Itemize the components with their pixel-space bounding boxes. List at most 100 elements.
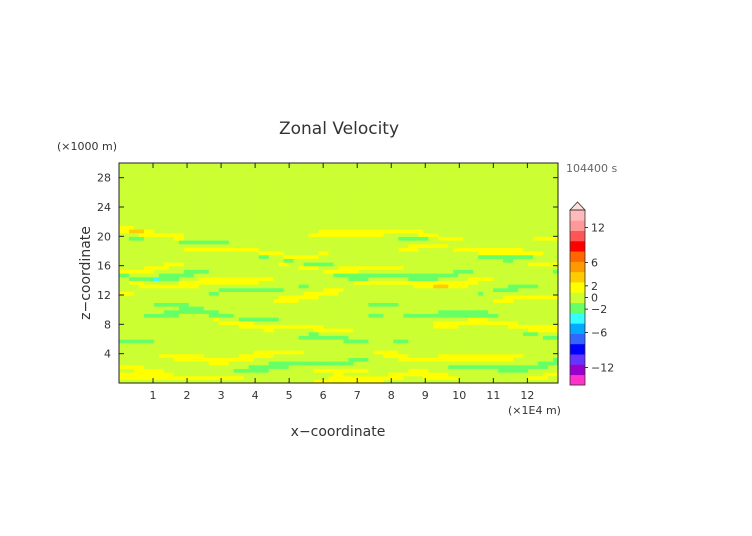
heatmap-cell bbox=[538, 320, 544, 325]
heatmap-cell bbox=[263, 346, 270, 351]
heatmap-cell bbox=[248, 353, 255, 358]
heatmap-cell bbox=[518, 324, 524, 329]
heatmap-cell bbox=[438, 302, 444, 307]
heatmap-cell bbox=[198, 243, 205, 248]
heatmap-cell bbox=[233, 313, 240, 318]
heatmap-cell bbox=[398, 379, 404, 384]
heatmap-cell bbox=[438, 276, 444, 281]
heatmap-cell bbox=[408, 240, 414, 245]
heatmap-cell bbox=[458, 306, 464, 311]
heatmap-cell bbox=[298, 251, 305, 256]
heatmap-cell bbox=[468, 357, 474, 362]
heatmap-cell bbox=[423, 291, 429, 296]
heatmap-cell bbox=[328, 346, 335, 351]
heatmap-cell bbox=[313, 350, 320, 355]
heatmap-cell bbox=[498, 218, 504, 223]
heatmap-cell bbox=[293, 306, 300, 311]
heatmap-cell bbox=[153, 379, 160, 384]
heatmap-cell bbox=[258, 302, 265, 307]
heatmap-cell bbox=[488, 339, 494, 344]
heatmap-cell bbox=[233, 324, 240, 329]
heatmap-cell bbox=[288, 276, 295, 281]
heatmap-cell bbox=[288, 273, 295, 278]
heatmap-cell bbox=[528, 276, 534, 281]
heatmap-cell bbox=[223, 324, 230, 329]
heatmap-cell bbox=[413, 181, 419, 186]
heatmap-cell bbox=[138, 243, 145, 248]
heatmap-cell bbox=[503, 221, 509, 226]
heatmap-cell bbox=[503, 353, 509, 358]
heatmap-cell bbox=[183, 320, 190, 325]
heatmap-cell bbox=[408, 357, 414, 362]
heatmap-cell bbox=[308, 280, 315, 285]
heatmap-cell bbox=[538, 339, 544, 344]
heatmap-cell bbox=[513, 196, 519, 201]
heatmap-cell bbox=[193, 185, 200, 190]
heatmap-cell bbox=[238, 269, 245, 274]
heatmap-cell bbox=[508, 185, 514, 190]
heatmap-cell bbox=[438, 331, 444, 336]
heatmap-cell bbox=[453, 346, 459, 351]
heatmap-cell bbox=[443, 207, 449, 212]
heatmap-field bbox=[119, 163, 559, 384]
heatmap-cell bbox=[418, 357, 424, 362]
heatmap-cell bbox=[278, 324, 285, 329]
heatmap-cell bbox=[513, 280, 519, 285]
heatmap-cell bbox=[119, 364, 125, 369]
heatmap-cell bbox=[348, 207, 355, 212]
heatmap-cell bbox=[263, 243, 270, 248]
heatmap-cell bbox=[298, 361, 305, 366]
heatmap-cell bbox=[298, 346, 305, 351]
heatmap-cell bbox=[533, 295, 539, 300]
heatmap-cell bbox=[408, 372, 414, 377]
heatmap-cell bbox=[443, 317, 449, 322]
heatmap-cell bbox=[123, 339, 130, 344]
heatmap-cell bbox=[328, 214, 335, 219]
heatmap-cell bbox=[438, 225, 444, 230]
heatmap-cell bbox=[393, 298, 399, 303]
heatmap-cell bbox=[213, 225, 220, 230]
heatmap-cell bbox=[538, 295, 544, 300]
heatmap-cell bbox=[358, 309, 365, 314]
heatmap-cell bbox=[553, 240, 559, 245]
heatmap-cell bbox=[423, 302, 429, 307]
heatmap-cell bbox=[448, 357, 454, 362]
heatmap-cell bbox=[238, 236, 245, 241]
heatmap-cell bbox=[513, 273, 519, 278]
heatmap-cell bbox=[383, 218, 389, 223]
heatmap-cell bbox=[163, 331, 170, 336]
heatmap-cell bbox=[133, 298, 140, 303]
heatmap-cell bbox=[338, 346, 345, 351]
heatmap-cell bbox=[538, 247, 544, 252]
heatmap-cell bbox=[253, 210, 260, 215]
heatmap-cell bbox=[403, 361, 409, 366]
heatmap-cell bbox=[418, 324, 424, 329]
heatmap-cell bbox=[443, 309, 449, 314]
heatmap-cell bbox=[553, 199, 559, 204]
heatmap-cell bbox=[243, 251, 250, 256]
heatmap-cell bbox=[478, 196, 484, 201]
heatmap-cell bbox=[328, 320, 335, 325]
heatmap-cell bbox=[388, 174, 394, 179]
heatmap-cell bbox=[168, 262, 175, 267]
heatmap-cell bbox=[293, 320, 300, 325]
heatmap-cell bbox=[353, 203, 360, 208]
heatmap-cell bbox=[518, 203, 524, 208]
heatmap-cell bbox=[168, 185, 175, 190]
heatmap-cell bbox=[163, 177, 170, 182]
heatmap-cell bbox=[263, 306, 270, 311]
heatmap-cell bbox=[123, 324, 130, 329]
heatmap-cell bbox=[218, 210, 225, 215]
heatmap-cell bbox=[338, 309, 345, 314]
heatmap-cell bbox=[528, 342, 534, 347]
heatmap-cell bbox=[253, 306, 260, 311]
heatmap-cell bbox=[403, 269, 409, 274]
heatmap-cell bbox=[508, 302, 514, 307]
heatmap-cell bbox=[463, 236, 469, 241]
heatmap-cell bbox=[403, 295, 409, 300]
heatmap-cell bbox=[293, 174, 300, 179]
heatmap-cell bbox=[453, 207, 459, 212]
heatmap-cell bbox=[248, 188, 255, 193]
heatmap-cell bbox=[298, 258, 305, 263]
heatmap-cell bbox=[413, 313, 419, 318]
